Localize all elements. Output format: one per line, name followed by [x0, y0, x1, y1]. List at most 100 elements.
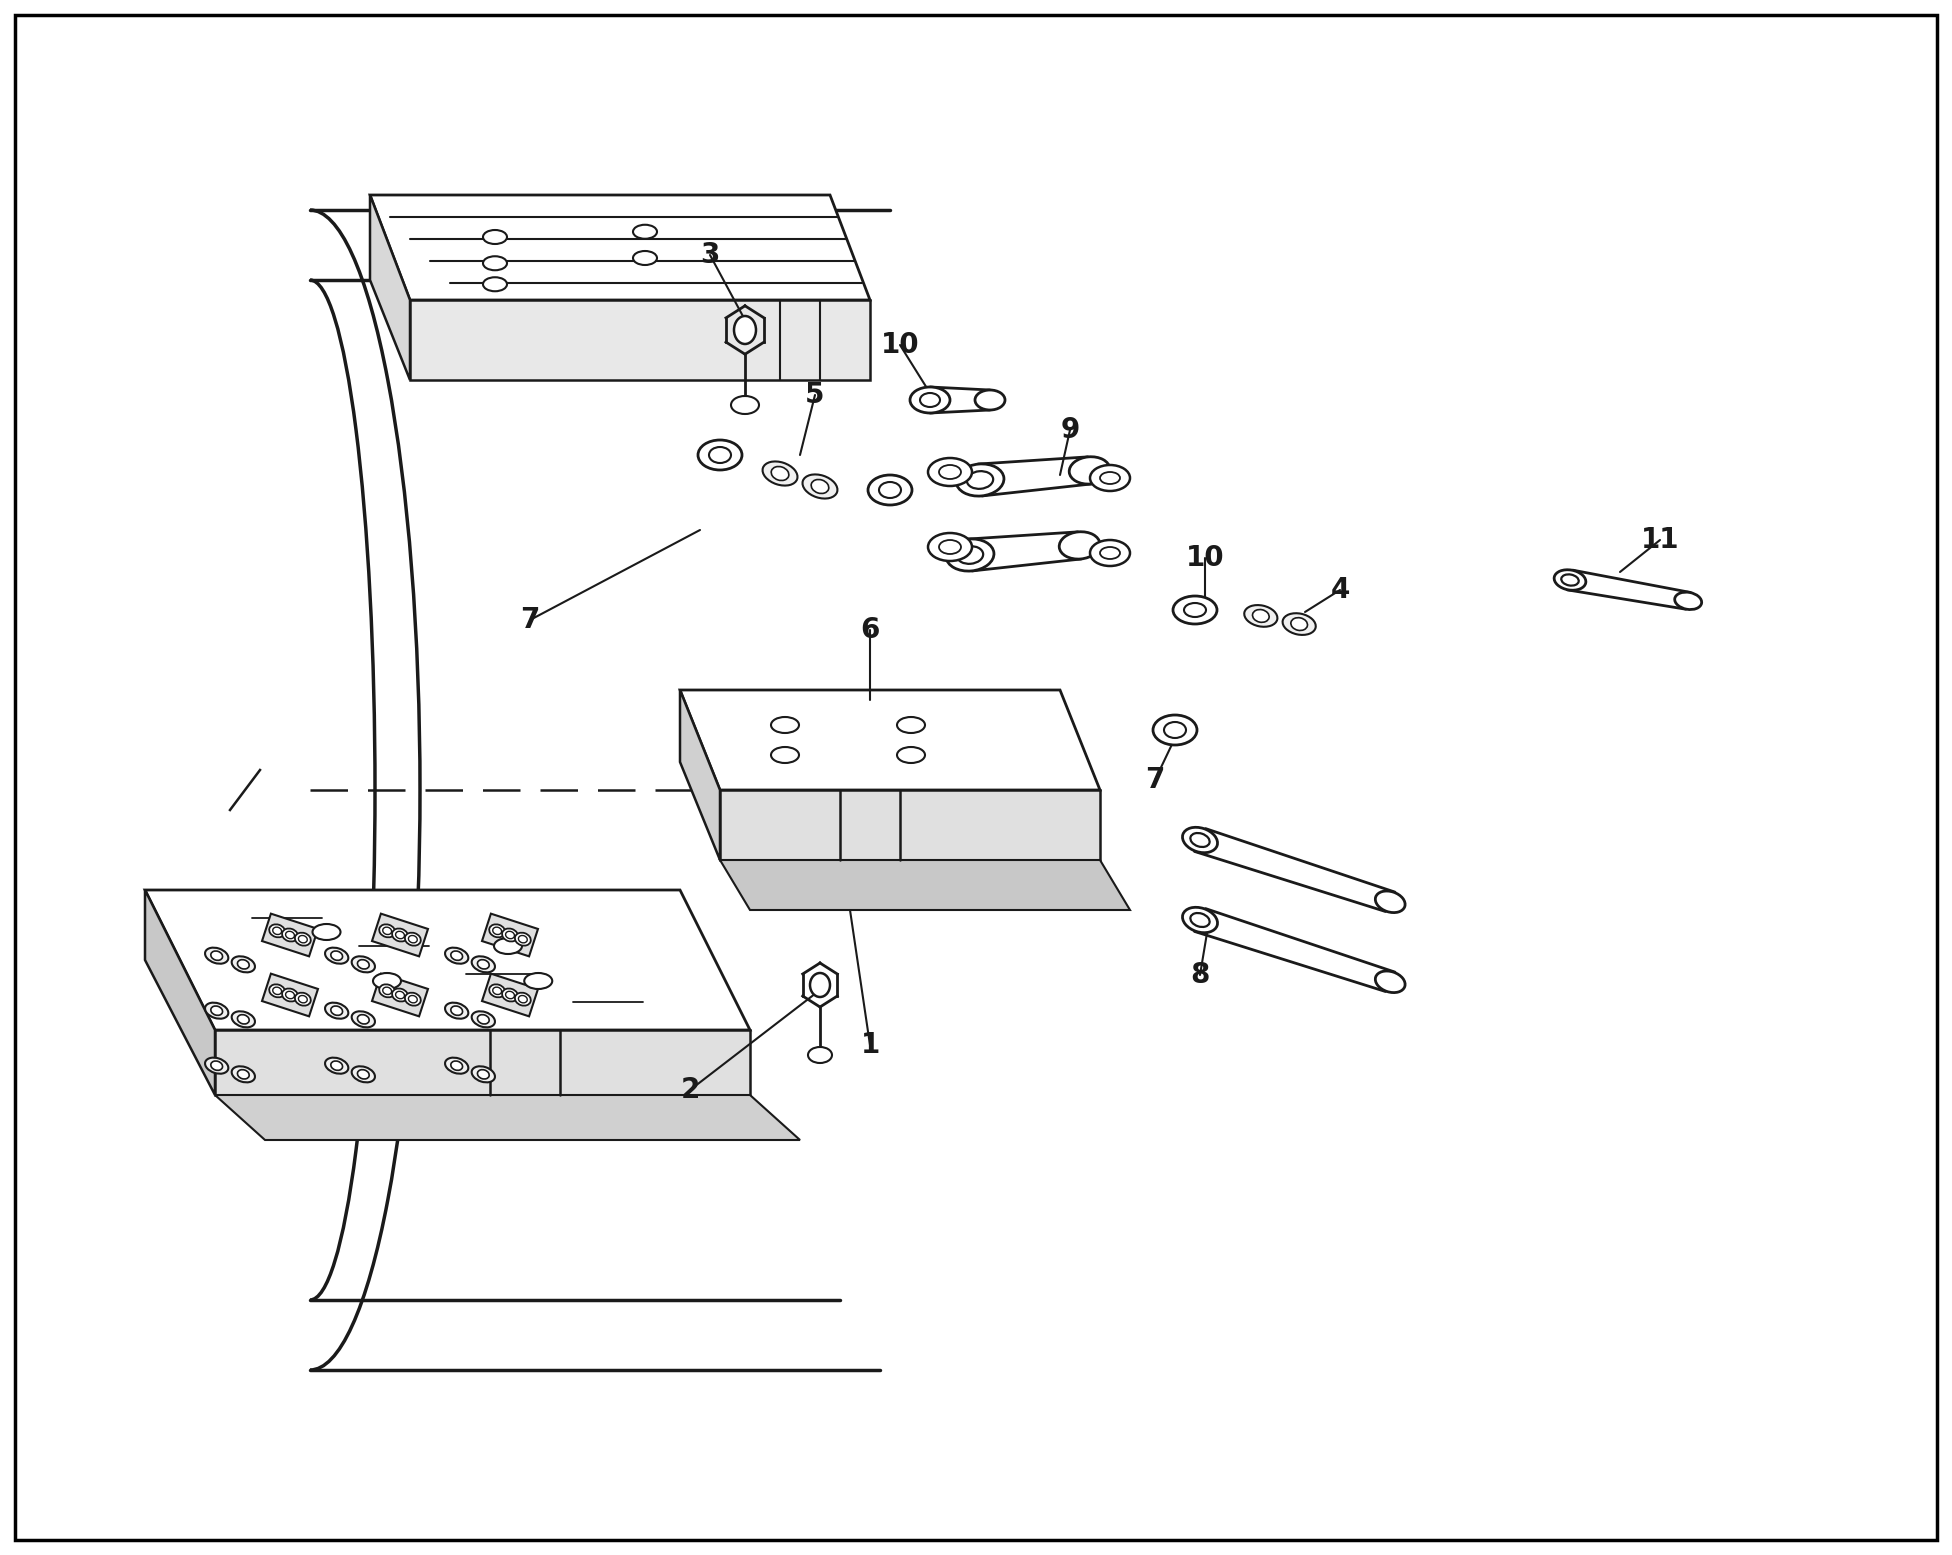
Ellipse shape	[379, 924, 394, 938]
Ellipse shape	[1089, 540, 1130, 566]
Ellipse shape	[898, 717, 925, 732]
Ellipse shape	[273, 987, 281, 995]
Ellipse shape	[492, 987, 502, 995]
Polygon shape	[262, 914, 318, 956]
Ellipse shape	[273, 927, 281, 935]
Ellipse shape	[281, 989, 299, 1001]
Ellipse shape	[763, 462, 798, 485]
Ellipse shape	[232, 956, 256, 972]
Ellipse shape	[357, 1015, 369, 1025]
Ellipse shape	[478, 959, 490, 969]
Ellipse shape	[519, 936, 527, 942]
Ellipse shape	[1183, 827, 1218, 852]
Ellipse shape	[699, 440, 742, 470]
Ellipse shape	[490, 984, 506, 997]
Polygon shape	[371, 194, 410, 379]
Polygon shape	[410, 300, 871, 379]
Ellipse shape	[878, 482, 902, 498]
Text: 6: 6	[861, 616, 880, 644]
Ellipse shape	[1183, 907, 1218, 933]
Ellipse shape	[379, 984, 394, 997]
Ellipse shape	[478, 1015, 490, 1025]
Ellipse shape	[956, 463, 1003, 496]
Ellipse shape	[269, 984, 285, 997]
Ellipse shape	[869, 474, 912, 505]
Ellipse shape	[451, 952, 463, 961]
Ellipse shape	[771, 746, 798, 764]
Text: 1: 1	[861, 1031, 880, 1059]
Ellipse shape	[1070, 457, 1111, 484]
Ellipse shape	[1163, 722, 1187, 739]
Ellipse shape	[515, 933, 531, 945]
Polygon shape	[215, 1095, 800, 1140]
Ellipse shape	[1101, 547, 1120, 558]
Ellipse shape	[494, 938, 521, 955]
Ellipse shape	[285, 991, 295, 998]
Ellipse shape	[330, 952, 342, 961]
Ellipse shape	[238, 1070, 250, 1079]
Ellipse shape	[285, 931, 295, 939]
Ellipse shape	[392, 928, 408, 941]
Ellipse shape	[492, 927, 502, 935]
Ellipse shape	[408, 995, 418, 1003]
Polygon shape	[373, 914, 427, 956]
Ellipse shape	[1089, 465, 1130, 491]
Ellipse shape	[211, 1061, 223, 1070]
Polygon shape	[262, 973, 318, 1017]
Ellipse shape	[502, 928, 517, 941]
Ellipse shape	[1173, 596, 1216, 624]
Ellipse shape	[632, 225, 658, 239]
Polygon shape	[679, 690, 1101, 790]
Ellipse shape	[281, 928, 299, 941]
Ellipse shape	[808, 1047, 832, 1064]
Text: 8: 8	[1191, 961, 1210, 989]
Ellipse shape	[730, 397, 759, 414]
Ellipse shape	[404, 933, 422, 945]
Ellipse shape	[515, 992, 531, 1006]
Ellipse shape	[974, 390, 1005, 411]
Ellipse shape	[383, 927, 392, 935]
Ellipse shape	[1290, 617, 1308, 630]
Text: 7: 7	[1146, 767, 1165, 795]
Ellipse shape	[1562, 574, 1579, 586]
Ellipse shape	[482, 230, 508, 244]
Ellipse shape	[357, 1070, 369, 1079]
Ellipse shape	[632, 250, 658, 264]
Ellipse shape	[330, 1006, 342, 1015]
Ellipse shape	[966, 471, 994, 488]
Ellipse shape	[299, 995, 306, 1003]
Ellipse shape	[1185, 603, 1206, 617]
Ellipse shape	[357, 959, 369, 969]
Ellipse shape	[408, 936, 418, 942]
Ellipse shape	[709, 446, 730, 463]
Ellipse shape	[351, 1067, 375, 1082]
Ellipse shape	[734, 316, 755, 344]
Ellipse shape	[1243, 605, 1277, 627]
Ellipse shape	[205, 947, 228, 964]
Ellipse shape	[519, 995, 527, 1003]
Ellipse shape	[232, 1067, 256, 1082]
Ellipse shape	[482, 257, 508, 271]
Ellipse shape	[1191, 913, 1210, 927]
Ellipse shape	[802, 474, 837, 499]
Ellipse shape	[898, 746, 925, 764]
Text: 11: 11	[1642, 526, 1679, 554]
Ellipse shape	[295, 992, 310, 1006]
Polygon shape	[144, 889, 215, 1095]
Ellipse shape	[919, 393, 941, 407]
Ellipse shape	[299, 936, 306, 942]
Ellipse shape	[956, 546, 984, 564]
Ellipse shape	[211, 1006, 223, 1015]
Ellipse shape	[295, 933, 310, 945]
Ellipse shape	[1554, 569, 1585, 591]
Ellipse shape	[910, 387, 951, 414]
Ellipse shape	[351, 1011, 375, 1028]
Ellipse shape	[927, 533, 972, 561]
Polygon shape	[720, 790, 1101, 860]
Ellipse shape	[396, 931, 404, 939]
Ellipse shape	[312, 924, 340, 941]
Ellipse shape	[478, 1070, 490, 1079]
Ellipse shape	[472, 1011, 496, 1028]
Text: 7: 7	[521, 606, 539, 634]
Polygon shape	[371, 194, 871, 300]
